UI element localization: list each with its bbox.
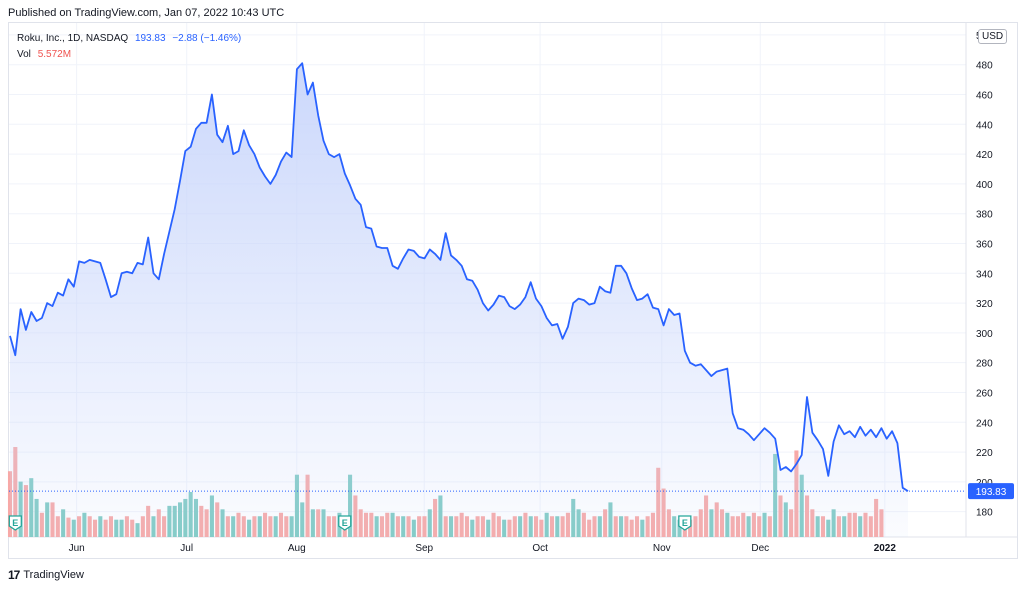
symbol-label: Roku, Inc., 1D, NASDAQ — [17, 33, 129, 44]
published-caption: Published on TradingView.com, Jan 07, 20… — [8, 7, 285, 19]
x-tick-label: Jul — [180, 543, 193, 554]
earnings-marker[interactable] — [8, 515, 22, 531]
legend-change: −2.88 (−1.46%) — [172, 33, 242, 44]
earnings-marker[interactable] — [338, 515, 352, 531]
x-tick-label: Jun — [69, 543, 85, 554]
price-area-fill — [10, 63, 908, 537]
tradingview-logo[interactable]: 17 TradingView — [8, 568, 84, 582]
y-tick-label: 420 — [976, 150, 993, 161]
y-tick-label: 300 — [976, 329, 993, 340]
legend-price: 193.83 — [134, 33, 166, 44]
x-tick-label: Dec — [751, 543, 769, 554]
volume-label: Vol — [17, 49, 31, 60]
tradingview-logo-text: TradingView — [23, 569, 84, 581]
volume-value: 5.572M — [37, 49, 72, 60]
y-tick-label: 320 — [976, 299, 993, 310]
y-tick-label: 440 — [976, 120, 993, 131]
earnings-marker-label: E — [342, 518, 348, 528]
y-tick-label: 340 — [976, 269, 993, 280]
y-tick-label: 260 — [976, 388, 993, 399]
earnings-marker-label: E — [12, 518, 18, 528]
x-tick-label: Oct — [532, 543, 548, 554]
chart-frame — [8, 22, 1018, 559]
y-tick-label: 460 — [976, 91, 993, 102]
price-line[interactable] — [9, 62, 909, 492]
earnings-marker-label: E — [682, 518, 688, 528]
currency-button[interactable]: USD — [978, 29, 1008, 44]
x-tick-label: 2022 — [874, 543, 897, 554]
y-tick-label: 480 — [976, 61, 993, 72]
y-tick-label: 240 — [976, 418, 993, 429]
y-tick-label: 400 — [976, 180, 993, 191]
chart-legend: Roku, Inc., 1D, NASDAQ 193.83 −2.88 (−1.… — [17, 31, 241, 63]
x-tick-label: Sep — [415, 543, 433, 554]
earnings-marker[interactable] — [678, 515, 692, 531]
y-tick-label: 220 — [976, 448, 993, 459]
last-price-tag — [968, 483, 1014, 500]
y-tick-label: 180 — [976, 508, 993, 519]
last-price-tag-label: 193.83 — [976, 487, 1007, 498]
y-tick-label: 380 — [976, 210, 993, 221]
tradingview-logo-icon: 17 — [8, 568, 20, 582]
y-tick-label: 360 — [976, 239, 993, 250]
x-tick-label: Nov — [653, 543, 671, 554]
y-tick-label: 280 — [976, 359, 993, 370]
x-tick-label: Aug — [288, 543, 306, 554]
